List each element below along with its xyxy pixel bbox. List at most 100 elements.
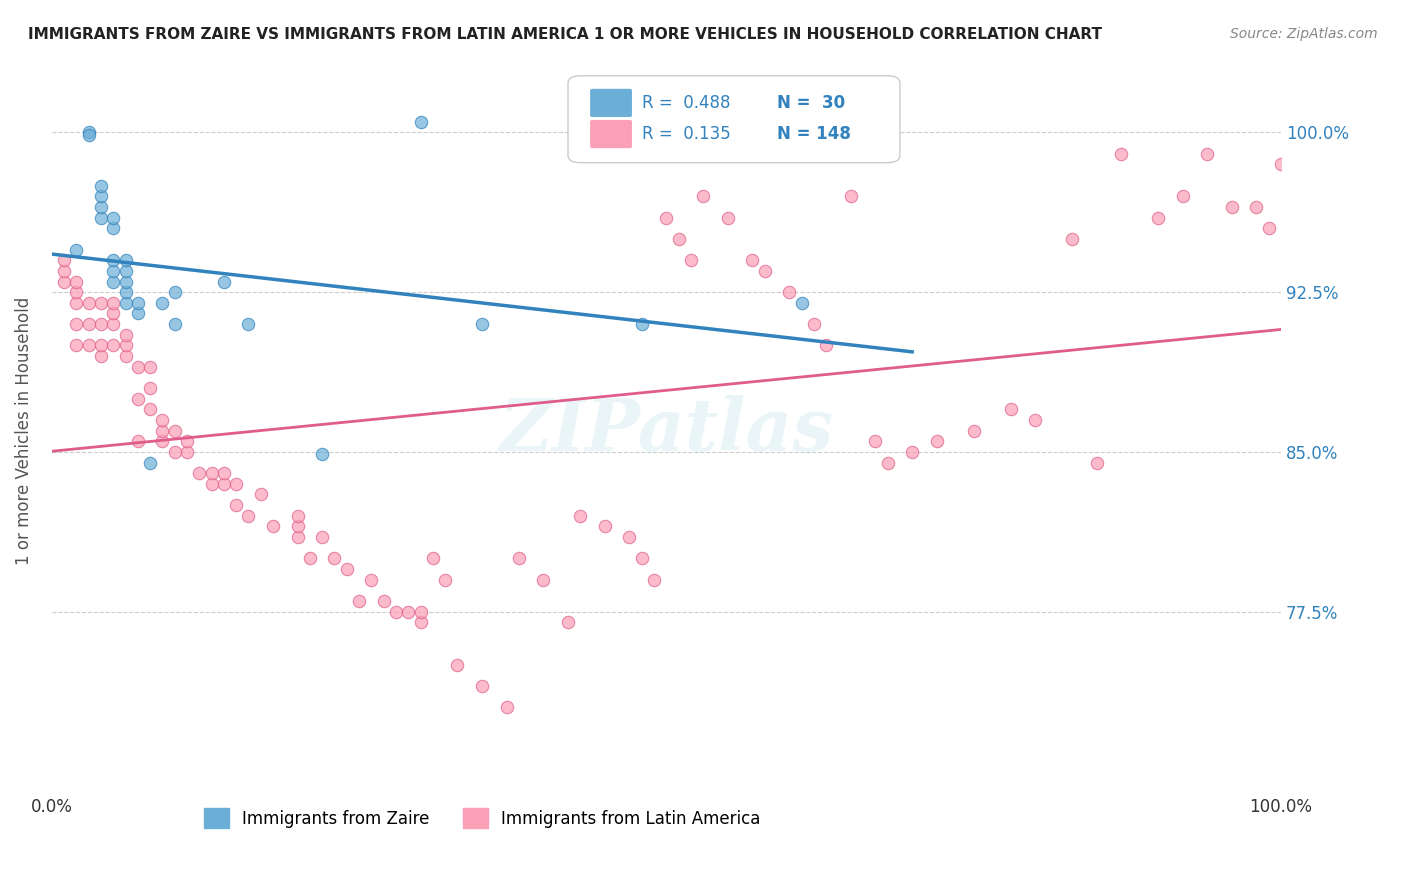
Point [127,434,149,449]
Point [360,573,382,587]
Point [77,338,100,352]
Point [717,211,740,225]
Point [311,447,333,461]
Point [103,306,125,320]
Point [225,498,247,512]
Point [422,551,444,566]
Point [901,445,924,459]
Point [77,317,100,331]
Point [1171,189,1194,203]
Point [150,295,173,310]
Point [373,594,395,608]
Point [114,285,136,300]
Point [409,605,432,619]
Point [163,285,186,300]
Point [65,317,87,331]
Point [925,434,948,449]
Point [778,285,800,300]
Point [212,275,235,289]
Point [77,125,100,139]
Point [127,295,149,310]
Point [53,264,76,278]
Point [127,392,149,406]
Point [1024,413,1046,427]
Point [103,264,125,278]
Point [287,530,309,544]
Point [90,211,112,225]
Point [139,456,162,470]
Point [53,275,76,289]
Point [287,508,309,523]
Point [495,700,517,714]
Point [655,211,678,225]
Point [336,562,359,576]
Point [212,476,235,491]
Point [150,434,173,449]
Text: N =  30: N = 30 [778,94,845,112]
Point [803,317,825,331]
Point [434,573,457,587]
Point [1220,200,1243,214]
Point [225,476,247,491]
Point [114,253,136,268]
Text: Source: ZipAtlas.com: Source: ZipAtlas.com [1230,27,1378,41]
Text: N = 148: N = 148 [778,125,851,143]
Point [1246,200,1268,214]
Point [741,253,763,268]
Point [876,456,898,470]
Point [409,615,432,630]
Point [176,445,198,459]
Point [200,466,222,480]
Text: IMMIGRANTS FROM ZAIRE VS IMMIGRANTS FROM LATIN AMERICA 1 OR MORE VEHICLES IN HOU: IMMIGRANTS FROM ZAIRE VS IMMIGRANTS FROM… [28,27,1102,42]
Point [77,128,100,142]
Point [1270,157,1292,171]
Point [385,605,408,619]
Point [508,551,530,566]
Point [1060,232,1083,246]
Point [396,605,419,619]
Point [65,243,87,257]
Point [323,551,346,566]
Point [569,508,592,523]
Point [65,295,87,310]
Point [865,434,887,449]
Point [65,275,87,289]
Y-axis label: 1 or more Vehicles in Household: 1 or more Vehicles in Household [15,296,32,565]
FancyBboxPatch shape [568,76,900,162]
Point [103,253,125,268]
Point [65,338,87,352]
Point [114,275,136,289]
Point [839,189,862,203]
Point [298,551,321,566]
Point [139,402,162,417]
Point [619,530,641,544]
Point [679,253,702,268]
Point [630,551,652,566]
Point [692,189,714,203]
Point [790,295,813,310]
Point [471,317,494,331]
Point [150,424,173,438]
Point [90,338,112,352]
Point [103,295,125,310]
Point [1109,146,1132,161]
Point [114,295,136,310]
Point [90,349,112,363]
Text: R =  0.488: R = 0.488 [641,94,730,112]
Point [593,519,616,533]
Point [238,317,260,331]
Point [114,327,136,342]
Point [127,359,149,374]
Point [1257,221,1279,235]
Point [90,317,112,331]
Point [409,115,432,129]
Point [1197,146,1219,161]
Point [287,519,309,533]
Point [163,424,186,438]
Legend: Immigrants from Zaire, Immigrants from Latin America: Immigrants from Zaire, Immigrants from L… [197,801,768,835]
Point [754,264,776,278]
Point [238,508,260,523]
Point [90,189,112,203]
FancyBboxPatch shape [591,120,631,148]
Point [114,349,136,363]
